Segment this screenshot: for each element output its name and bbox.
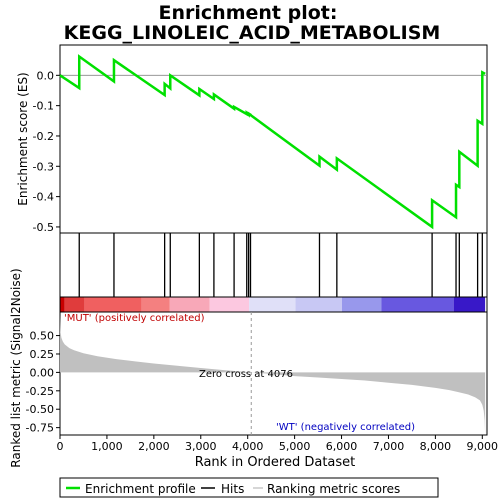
legend: Enrichment profile Hits Ranking metric s… bbox=[59, 477, 439, 498]
metric-ytick-label: 0.50 bbox=[30, 330, 55, 343]
es-ytick-label: -0.2 bbox=[33, 130, 54, 143]
metric-ytick-label: -0.50 bbox=[26, 403, 54, 416]
es-ylabel: Enrichment score (ES) bbox=[16, 72, 30, 205]
es-ytick-label: 0.0 bbox=[37, 69, 55, 82]
heatmap-segment bbox=[295, 297, 343, 312]
x-tick-label: 4,000 bbox=[232, 440, 264, 453]
chart-title-line2: KEGG_LINOLEIC_ACID_METABOLISM bbox=[64, 22, 441, 44]
es-ytick-label: -0.1 bbox=[33, 100, 54, 113]
x-tick-label: 0 bbox=[57, 440, 64, 453]
hits-panel-frame bbox=[59, 232, 488, 298]
metric-ylabel: Ranked list metric (Signal2Noise) bbox=[9, 268, 23, 467]
x-axis: 0 1,000 2,000 3,000 4,000 5,000 6,000 7,000 8,00… bbox=[57, 435, 499, 453]
heatmap-segment bbox=[342, 297, 382, 312]
heatmap-segment bbox=[453, 297, 486, 312]
x-tick-label: 5,000 bbox=[279, 440, 311, 453]
legend-box bbox=[59, 477, 439, 498]
x-tick-label: 6,000 bbox=[326, 440, 358, 453]
legend-enrichment-label: Enrichment profile bbox=[85, 482, 196, 496]
es-panel: 0.0 -0.1 -0.2 -0.3 -0.4 -0.5 bbox=[33, 44, 488, 234]
heatmap-segment bbox=[141, 297, 170, 312]
x-tick-label: 8,000 bbox=[420, 440, 452, 453]
heatmap-segment bbox=[64, 297, 85, 312]
chart-title-line1: Enrichment plot: bbox=[159, 2, 338, 24]
heatmap-segment bbox=[381, 297, 454, 312]
metric-ytick-label: 0.25 bbox=[30, 348, 55, 361]
x-axis-label: Rank in Ordered Dataset bbox=[195, 455, 356, 470]
metric-ytick-label: 0.00 bbox=[30, 366, 55, 379]
metric-ytick-label: -0.25 bbox=[26, 385, 54, 398]
x-tick-label: 1,000 bbox=[91, 440, 123, 453]
enrichment-profile-line bbox=[59, 54, 486, 230]
hits-panel bbox=[59, 232, 488, 298]
x-tick-label: 2,000 bbox=[138, 440, 170, 453]
x-tick-label: 9,000 bbox=[467, 440, 499, 453]
es-ytick-label: -0.3 bbox=[33, 160, 54, 173]
es-panel-frame bbox=[59, 44, 488, 234]
es-ytick-label: -0.4 bbox=[33, 191, 54, 204]
x-tick-label: 7,000 bbox=[373, 440, 405, 453]
x-tick-label: 3,000 bbox=[185, 440, 217, 453]
metric-ytick-label: -0.75 bbox=[26, 422, 54, 435]
legend-hits-label: Hits bbox=[221, 482, 244, 496]
heatmap-segment bbox=[60, 297, 65, 312]
heatmap-segment bbox=[249, 297, 296, 312]
ranking-metric-area bbox=[60, 314, 486, 435]
heatmap-segment bbox=[84, 297, 142, 312]
metric-panel: 0.50 0.25 0.00 -0.25 -0.50 -0.75 'MUT' (posit… bbox=[26, 311, 488, 436]
neg-correlated-label: 'WT' (negatively correlated) bbox=[276, 422, 415, 433]
heatmap-segment bbox=[209, 297, 250, 312]
heatmap-bar bbox=[59, 296, 488, 313]
es-ytick-label: -0.5 bbox=[33, 221, 54, 234]
legend-metric-label: Ranking metric scores bbox=[267, 482, 400, 496]
zero-cross-label: Zero cross at 4076 bbox=[199, 369, 293, 380]
heatmap-segment bbox=[169, 297, 210, 312]
pos-correlated-label: 'MUT' (positively correlated) bbox=[64, 313, 205, 324]
